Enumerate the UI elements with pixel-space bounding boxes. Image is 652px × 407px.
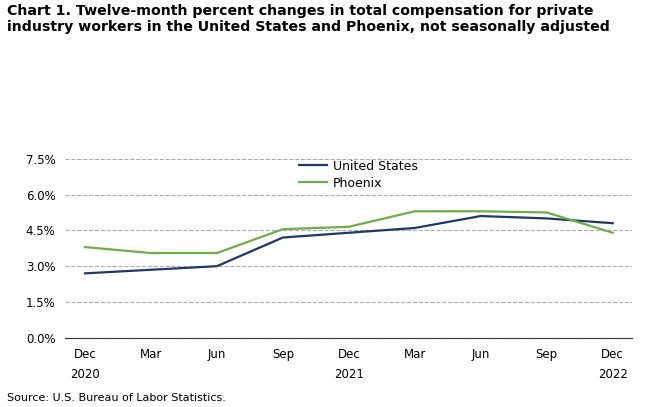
Text: Chart 1. Twelve-month percent changes in total compensation for private
industry: Chart 1. Twelve-month percent changes in… xyxy=(7,4,610,34)
Text: 2022: 2022 xyxy=(598,368,628,381)
Text: 2021: 2021 xyxy=(334,368,364,381)
Legend: United States, Phoenix: United States, Phoenix xyxy=(294,155,423,195)
Text: 2020: 2020 xyxy=(70,368,100,381)
Text: Source: U.S. Bureau of Labor Statistics.: Source: U.S. Bureau of Labor Statistics. xyxy=(7,393,226,403)
